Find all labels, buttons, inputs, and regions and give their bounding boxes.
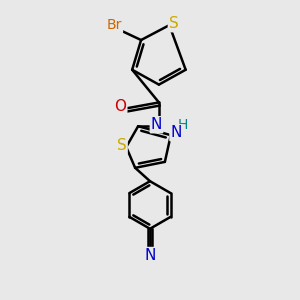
Text: Br: Br — [106, 18, 122, 32]
Text: S: S — [117, 138, 127, 153]
Text: N: N — [151, 117, 162, 132]
Text: N: N — [170, 125, 182, 140]
Text: N: N — [144, 248, 156, 263]
Text: S: S — [169, 16, 179, 31]
Text: H: H — [178, 118, 188, 132]
Text: O: O — [114, 98, 126, 113]
